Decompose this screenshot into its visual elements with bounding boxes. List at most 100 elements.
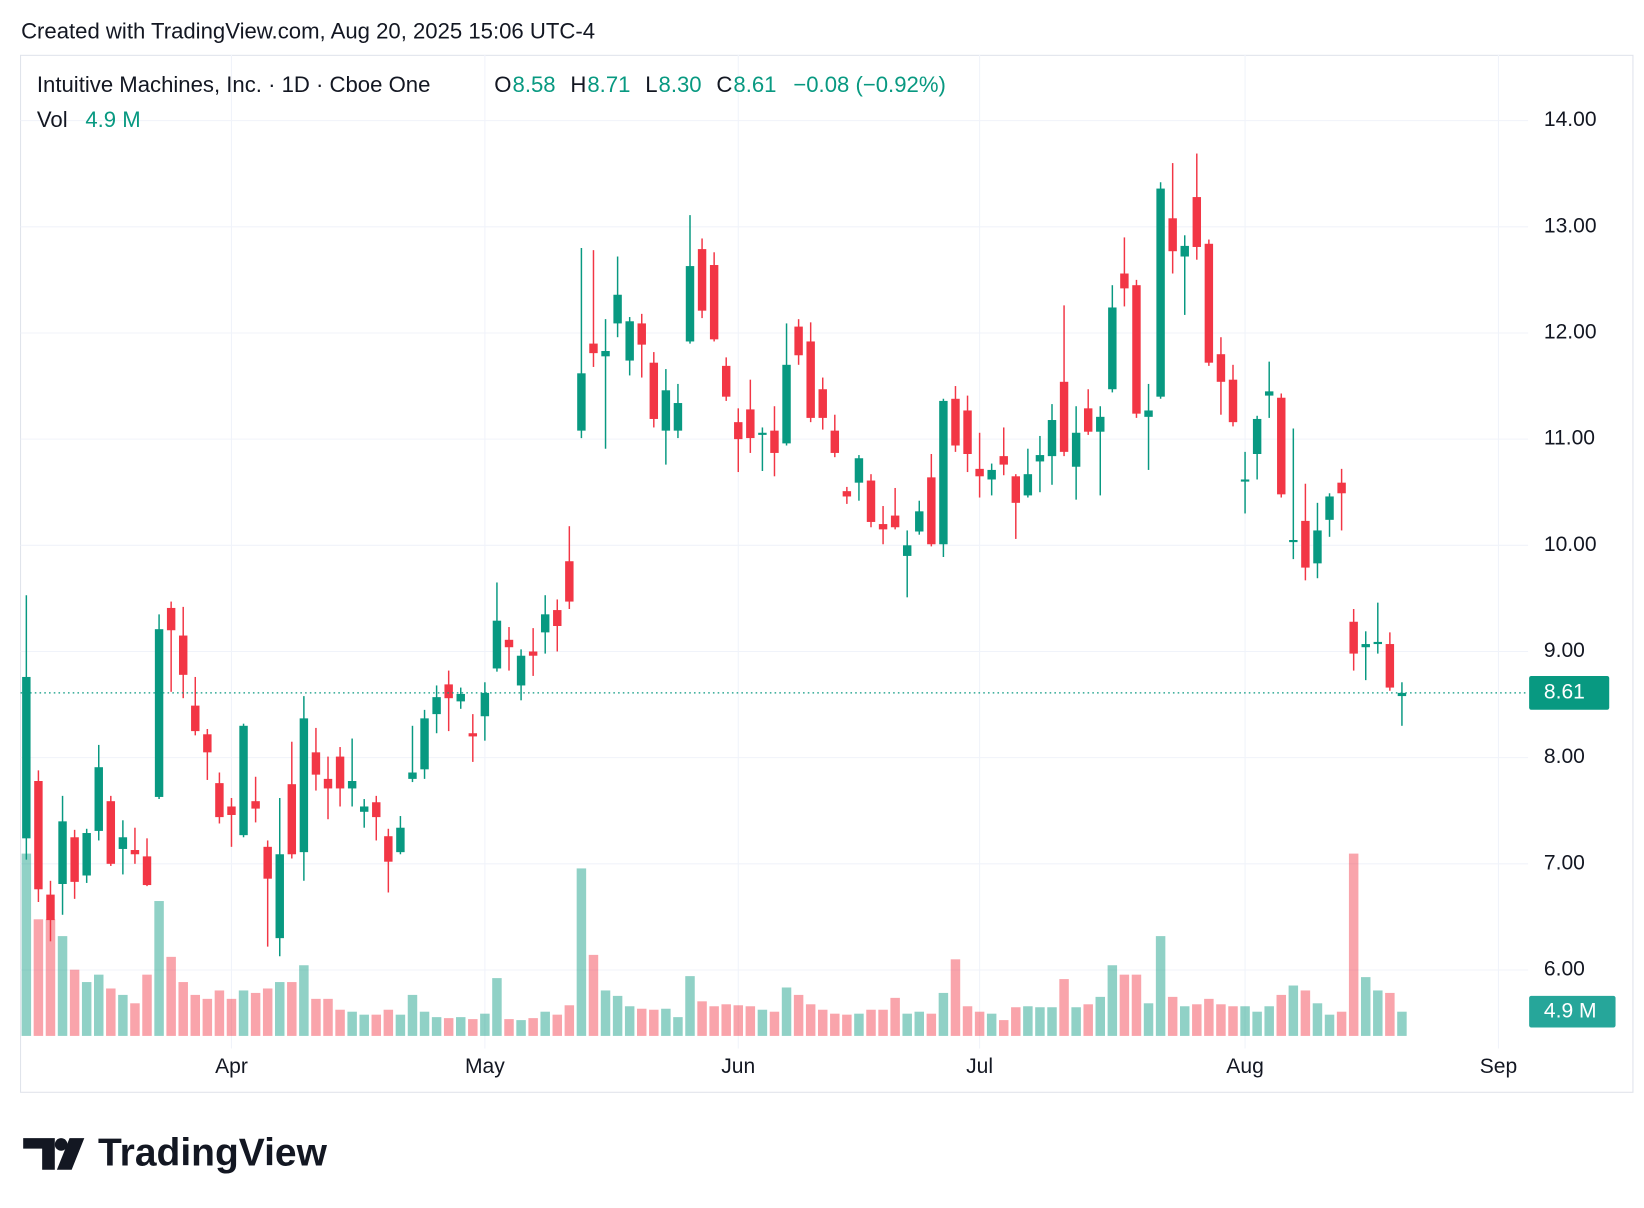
volume-bar (914, 1011, 925, 1036)
logo-icon (54, 1138, 68, 1151)
candle-body (540, 614, 550, 633)
candle-body (806, 341, 815, 418)
candle-body (444, 684, 453, 699)
ohlc-key: L (645, 72, 657, 97)
candle-body (335, 756, 345, 789)
candle-body (842, 491, 852, 497)
volume-bar (1385, 992, 1395, 1036)
candle-body (577, 373, 586, 431)
volume-bar (673, 1017, 683, 1036)
candle-body (999, 456, 1008, 465)
candle-body (203, 734, 212, 753)
candle-body (166, 607, 176, 631)
volume-bar (733, 1005, 744, 1036)
volume-bar (950, 959, 961, 1036)
candle-body (191, 705, 200, 732)
candle-body (770, 430, 779, 453)
x-tick-label: Apr (215, 1055, 248, 1078)
candle-body (504, 639, 514, 648)
ohlc-key: O (494, 72, 511, 97)
candle-body (287, 784, 297, 855)
ohlc-value: 8.71 (587, 72, 630, 97)
candle-body (396, 827, 405, 853)
volume-bar (323, 998, 333, 1036)
volume-bar (1397, 1011, 1407, 1036)
y-tick-label: 14.00 (1544, 108, 1597, 131)
candle-body (721, 365, 731, 397)
candle-body (1361, 644, 1370, 648)
volume-bar (480, 1013, 490, 1036)
x-tick-label: Jun (721, 1055, 755, 1078)
candle-body (1349, 621, 1358, 654)
candle-body (987, 469, 996, 480)
candle-body (432, 697, 441, 715)
volume-bar (1143, 1003, 1154, 1036)
candle-body (1373, 641, 1383, 645)
candle-body (1252, 418, 1262, 455)
volume-bar (130, 1003, 140, 1036)
candle-body (70, 837, 79, 882)
volume-bar (492, 978, 502, 1036)
volume-bar (661, 1008, 671, 1036)
candle-body (239, 725, 248, 836)
candle-body (1156, 188, 1165, 397)
candle-body (1168, 218, 1177, 252)
candle-body (746, 409, 755, 439)
volume-bar (986, 1013, 997, 1036)
volume-bar (1119, 974, 1130, 1036)
volume-bar (1252, 1011, 1262, 1036)
candle-body (637, 323, 646, 345)
last-volume-box (1529, 995, 1616, 1028)
volume-bar (94, 974, 104, 1036)
volume-bar (214, 990, 225, 1036)
volume-bar (383, 1009, 394, 1036)
x-tick-label: May (465, 1055, 505, 1078)
candle-body (1180, 245, 1189, 257)
volume-bar (588, 954, 599, 1036)
volume-bar (1324, 1014, 1335, 1036)
volume-bar (878, 1009, 888, 1036)
volume-bar (685, 976, 695, 1036)
y-tick-label: 11.00 (1544, 427, 1595, 450)
volume-bar (552, 1014, 563, 1036)
candle-body (275, 854, 284, 939)
volume-bar (745, 1006, 756, 1036)
candle-body (1289, 539, 1298, 543)
candle-body (1192, 197, 1202, 247)
volume-bar (1107, 965, 1118, 1036)
volume-bar (926, 1013, 937, 1036)
volume-bar (347, 1011, 357, 1036)
candle-body (697, 249, 707, 311)
x-tick-label: Aug (1226, 1055, 1263, 1078)
tradingview-logo: TradingView (23, 1131, 328, 1174)
volume-bar (793, 994, 804, 1036)
volume-bar (1216, 1004, 1226, 1036)
volume-bar (468, 1019, 478, 1036)
candle-body (1313, 530, 1322, 564)
candle-body (709, 265, 719, 340)
volume-bar (721, 1004, 731, 1036)
volume-bar (890, 997, 900, 1036)
candle-body (601, 351, 610, 357)
candle-body (1120, 273, 1129, 289)
y-tick-label: 10.00 (1544, 533, 1597, 556)
volume-bar (504, 1019, 514, 1036)
volume-value: 4.9 M (85, 107, 140, 132)
candle-body (661, 390, 671, 431)
volume-key: Vol (37, 107, 68, 132)
axes: 6.00 7.00 8.00 9.00 10.00 11.00 12.00 13.00 14.0… (20, 108, 1616, 1078)
candle-body (178, 635, 188, 675)
chart-frame (20, 54, 1634, 1093)
candle-body (951, 398, 960, 446)
volume-bar (528, 1018, 538, 1036)
candle-body (794, 326, 803, 356)
volume-bar (1011, 1007, 1021, 1036)
volume-bar (1228, 1006, 1238, 1036)
candle-body (1277, 397, 1286, 495)
y-tick-label: 6.00 (1544, 958, 1585, 981)
candle-body (456, 693, 465, 702)
volume-bar (226, 998, 237, 1036)
candle-body (1325, 496, 1334, 520)
volume-bar (612, 995, 623, 1036)
